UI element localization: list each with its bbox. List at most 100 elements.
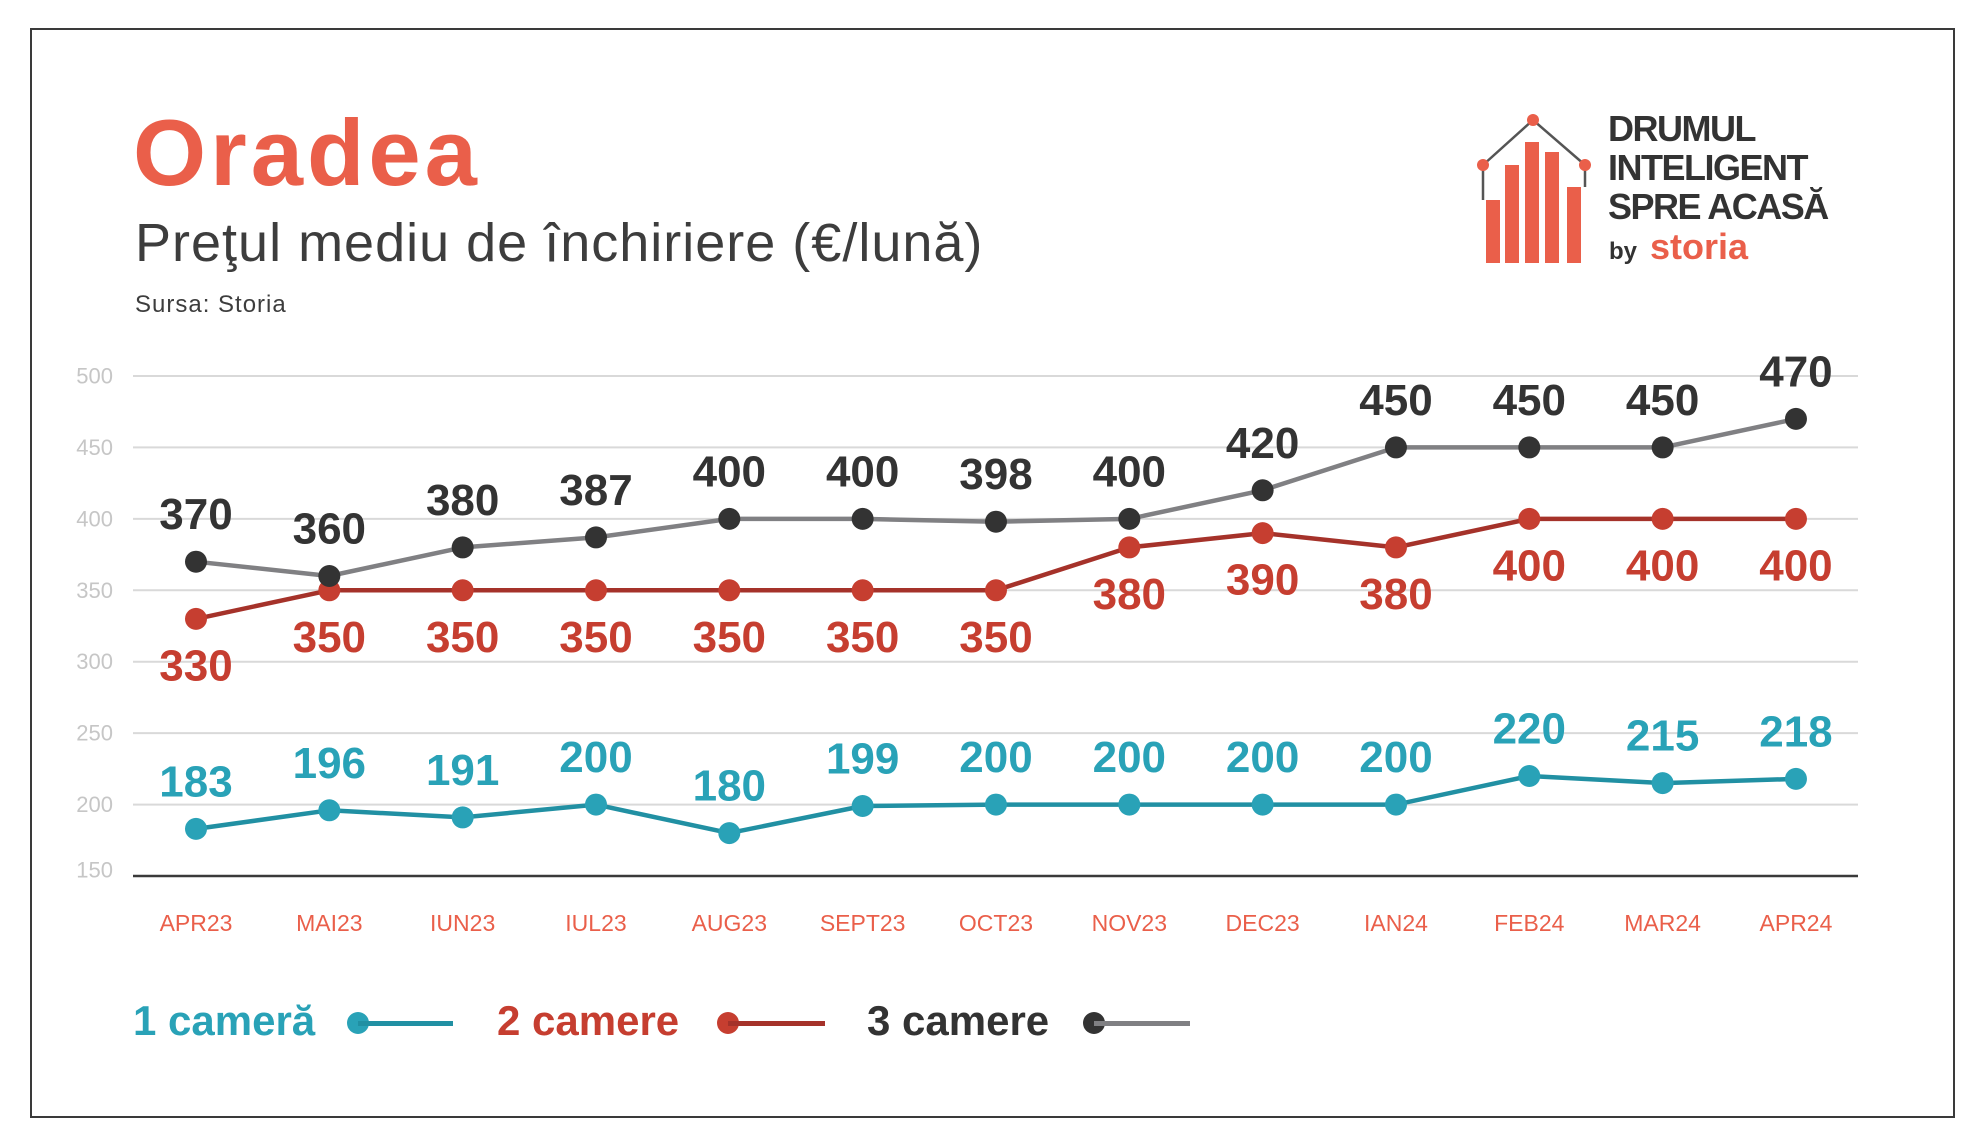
data-point-3-camere	[1784, 407, 1807, 430]
data-label-2-camere: 350	[426, 613, 499, 662]
data-point-1-camera	[1384, 793, 1407, 816]
data-label-1-camera: 220	[1493, 705, 1566, 754]
y-tick-label: 400	[76, 506, 113, 531]
chart-subtitle: Preţul mediu de închiriere (€/lună)	[135, 213, 984, 273]
data-point-2-camere	[984, 579, 1007, 602]
data-label-3-camere: 387	[559, 466, 632, 515]
data-label-1-camera: 199	[826, 735, 899, 784]
data-label-2-camere: 350	[693, 613, 766, 662]
data-label-2-camere: 390	[1226, 556, 1299, 605]
data-point-1-camera	[1651, 772, 1674, 795]
data-point-1-camera	[984, 793, 1007, 816]
x-tick-label: IUL23	[565, 910, 626, 936]
data-point-1-camera	[318, 799, 341, 822]
data-point-3-camere	[1651, 436, 1674, 459]
data-point-2-camere	[451, 579, 474, 602]
data-label-1-camera: 183	[159, 757, 232, 806]
data-point-2-camere	[851, 579, 874, 602]
data-label-3-camere: 400	[1093, 447, 1166, 496]
x-tick-label: APR24	[1760, 910, 1833, 936]
y-tick-label: 350	[76, 578, 113, 603]
data-label-3-camere: 370	[159, 490, 232, 539]
data-point-3-camere	[1251, 479, 1274, 502]
data-point-2-camere	[185, 607, 207, 630]
data-point-3-camere	[851, 507, 874, 530]
data-point-2-camere	[718, 579, 741, 602]
logo-text-line-3: SPRE ACASĂ	[1608, 186, 1829, 227]
data-label-1-camera: 200	[559, 733, 632, 782]
legend-line-2-camere	[728, 1021, 825, 1026]
data-point-1-camera	[584, 793, 607, 816]
chart-title: Oradea	[133, 100, 481, 205]
source-note: Sursa: Storia	[135, 291, 287, 318]
x-tick-label: IUN23	[430, 910, 495, 936]
data-label-3-camere: 360	[293, 505, 366, 554]
data-point-1-camera	[1518, 765, 1541, 787]
data-point-1-camera	[1118, 793, 1141, 816]
data-label-1-camera: 215	[1626, 712, 1699, 761]
infographic-frame	[30, 28, 1955, 1118]
data-label-3-camere: 400	[693, 447, 766, 496]
x-tick-label: APR23	[160, 910, 233, 936]
x-tick-label: OCT23	[959, 910, 1033, 936]
y-tick-label: 300	[76, 649, 113, 674]
logo-by-text: by	[1609, 238, 1638, 265]
x-tick-label: IAN24	[1364, 910, 1428, 936]
data-label-3-camere: 450	[1626, 376, 1699, 425]
data-point-3-camere	[451, 536, 474, 559]
data-point-3-camere	[984, 510, 1007, 533]
data-point-2-camere	[1651, 507, 1674, 530]
y-tick-label: 500	[76, 364, 113, 389]
data-point-1-camera	[185, 817, 207, 840]
series-points	[185, 407, 1807, 845]
data-label-2-camere: 350	[293, 613, 366, 662]
y-tick-label: 150	[76, 858, 113, 883]
data-label-3-camere: 380	[426, 476, 499, 525]
data-label-1-camera: 218	[1759, 707, 1832, 756]
data-labels: 183 196 191 200 180 199 200 200 200 200 220 215 218 3…	[159, 347, 1832, 810]
data-label-3-camere: 450	[1493, 376, 1566, 425]
data-point-2-camere	[1518, 507, 1541, 530]
data-label-1-camera: 200	[1359, 733, 1432, 782]
data-point-3-camere	[1118, 507, 1141, 530]
data-label-2-camere: 350	[959, 613, 1032, 662]
legend-line-1-camera	[358, 1021, 453, 1026]
x-tick-label: FEB24	[1494, 910, 1565, 936]
data-point-1-camera	[451, 806, 474, 829]
x-tick-label: AUG23	[692, 910, 767, 936]
x-tick-label: MAR24	[1624, 910, 1701, 936]
data-label-2-camere: 350	[826, 613, 899, 662]
data-label-2-camere: 400	[1626, 541, 1699, 590]
legend-label-1-camera: 1 cameră	[133, 997, 316, 1044]
data-label-3-camere: 400	[826, 447, 899, 496]
data-label-1-camera: 191	[426, 746, 499, 795]
data-label-3-camere: 470	[1759, 347, 1832, 396]
data-point-3-camere	[185, 550, 207, 573]
data-label-1-camera: 196	[293, 739, 366, 788]
y-tick-label: 250	[76, 721, 113, 746]
data-point-3-camere	[318, 565, 341, 587]
data-label-3-camere: 420	[1226, 419, 1299, 468]
data-point-1-camera	[851, 795, 874, 817]
data-point-2-camere	[1784, 507, 1807, 530]
data-point-2-camere	[1384, 536, 1407, 559]
x-tick-label: SEPT23	[820, 910, 906, 936]
data-label-3-camere: 398	[959, 450, 1032, 499]
y-tick-label: 200	[76, 792, 113, 817]
data-label-2-camere: 400	[1759, 541, 1832, 590]
legend-label-3-camere: 3 camere	[867, 997, 1050, 1044]
data-point-3-camere	[1384, 436, 1407, 459]
logo-text-line-1: DRUMUL	[1608, 108, 1756, 149]
x-tick-label: DEC23	[1226, 910, 1300, 936]
logo-text-line-2: INTELIGENT	[1608, 147, 1809, 188]
data-point-3-camere	[1518, 436, 1541, 459]
data-label-1-camera: 200	[959, 733, 1032, 782]
data-point-1-camera	[718, 822, 741, 845]
data-label-2-camere: 330	[159, 641, 232, 690]
data-point-3-camere	[718, 507, 741, 530]
logo-brand-storia: storia	[1650, 226, 1749, 267]
legend-line-3-camere	[1094, 1021, 1190, 1026]
data-point-1-camera	[1784, 767, 1807, 790]
data-label-2-camere: 380	[1093, 570, 1166, 619]
